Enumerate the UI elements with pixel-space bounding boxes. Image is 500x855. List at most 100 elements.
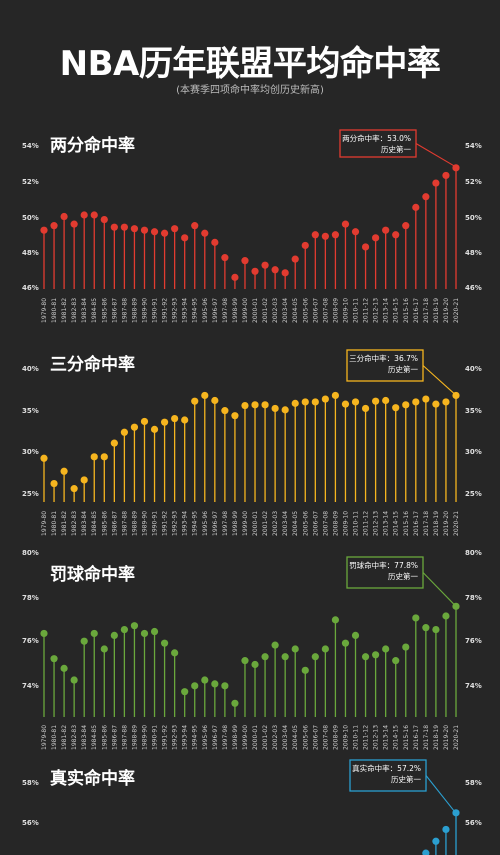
data-point — [311, 231, 319, 239]
record-annotation: 两分命中率：53.0%历史第一 — [339, 129, 417, 158]
data-point — [90, 453, 98, 461]
data-point — [201, 676, 209, 684]
record-annotation: 三分命中率：36.7%历史第一 — [346, 349, 424, 382]
data-point — [331, 616, 340, 624]
data-point — [100, 645, 108, 653]
data-point — [351, 631, 360, 640]
y-tick-label-left: 54% — [22, 142, 39, 150]
data-point — [261, 261, 269, 269]
data-point — [321, 645, 329, 653]
data-point — [402, 222, 410, 230]
x-tick-label: 2017-18 — [423, 298, 430, 323]
x-tick-label: 1991-92 — [162, 298, 169, 323]
data-point — [271, 404, 279, 413]
x-tick-label: 2014-15 — [393, 298, 400, 323]
x-tick-label: 1990-91 — [152, 511, 159, 536]
data-point — [452, 602, 460, 610]
x-tick-label: 2004-05 — [292, 725, 299, 750]
data-point — [432, 837, 440, 845]
x-tick-label: 2006-07 — [312, 725, 319, 750]
x-tick-label: 1984-85 — [91, 298, 98, 323]
x-tick-label: 2011-12 — [363, 725, 370, 750]
x-tick-label: 2014-15 — [393, 725, 400, 750]
y-tick-label-left: 50% — [22, 214, 39, 222]
y-tick-label-right: 76% — [465, 637, 482, 645]
chart-panel: 三分命中率 40% 40% 35% 35% 30% 30% 25% 25% 1979-80 1980… — [22, 349, 482, 536]
x-tick-label: 2009-10 — [342, 511, 349, 536]
data-point — [171, 649, 179, 657]
y-tick-label-left: 30% — [22, 448, 39, 456]
x-tick-label: 1984-85 — [91, 511, 98, 536]
x-tick-label: 2005-06 — [302, 298, 309, 323]
data-point — [341, 400, 350, 408]
x-tick-label: 1987-88 — [121, 298, 128, 323]
data-point — [301, 666, 309, 674]
annotation-subtext: 历史第一 — [388, 364, 418, 374]
x-tick-label: 1999-00 — [242, 511, 249, 536]
x-tick-label: 1996-97 — [212, 725, 219, 750]
x-tick-label: 1995-96 — [202, 725, 209, 750]
x-tick-label: 2012-13 — [373, 298, 380, 323]
data-point — [110, 223, 118, 231]
data-point — [422, 193, 430, 201]
x-tick-label: 2019-20 — [443, 298, 450, 323]
x-tick-label: 2016-17 — [413, 725, 420, 750]
x-tick-label: 1996-97 — [212, 298, 219, 323]
x-tick-label: 2018-19 — [433, 298, 440, 323]
x-tick-label: 1993-94 — [182, 511, 189, 536]
y-tick-label-left: 48% — [22, 249, 39, 257]
x-tick-label: 2007-08 — [322, 298, 329, 323]
x-tick-label: 1989-90 — [141, 511, 148, 536]
x-tick-label: 1986-87 — [111, 511, 118, 536]
x-tick-label: 1997-98 — [222, 511, 229, 536]
x-tick-label: 2007-08 — [322, 725, 329, 750]
data-point — [60, 664, 68, 672]
data-point — [60, 467, 68, 475]
x-tick-label: 1998-99 — [232, 725, 239, 750]
data-point — [100, 453, 108, 461]
x-tick-label: 1979-80 — [41, 511, 48, 536]
x-tick-label: 1989-90 — [141, 298, 148, 323]
data-point — [120, 625, 128, 634]
data-point — [211, 238, 219, 246]
x-tick-label: 2015-16 — [403, 725, 410, 750]
data-point — [361, 404, 370, 413]
x-tick-label: 2002-03 — [272, 511, 279, 536]
data-point — [412, 203, 420, 211]
data-point — [201, 391, 209, 400]
x-tick-label: 1990-91 — [152, 725, 159, 750]
x-tick-label: 1989-90 — [141, 725, 148, 750]
data-point — [422, 395, 430, 403]
x-tick-label: 1991-92 — [162, 725, 169, 750]
data-point — [452, 809, 460, 817]
data-point — [321, 395, 329, 403]
data-point — [181, 234, 189, 242]
y-tick-label-left: 76% — [22, 637, 39, 645]
annotation-connector — [425, 775, 455, 812]
x-tick-label: 1997-98 — [222, 725, 229, 750]
y-tick-label-right: 56% — [465, 819, 482, 827]
y-tick-label-left: 40% — [22, 365, 39, 373]
y-tick-label-left: 74% — [22, 682, 39, 690]
x-tick-label: 1979-80 — [41, 725, 48, 750]
data-point — [221, 682, 229, 690]
data-point — [40, 629, 48, 638]
data-point — [70, 220, 78, 228]
record-annotation: 真实命中率：57.2%历史第一 — [349, 759, 427, 792]
x-tick-label: 1984-85 — [91, 725, 98, 750]
y-tick-label-right: 25% — [465, 490, 482, 498]
x-tick-label: 1988-89 — [131, 725, 138, 750]
x-tick-label: 1995-96 — [202, 511, 209, 536]
x-tick-label: 2019-20 — [443, 511, 450, 536]
data-point — [80, 476, 88, 484]
x-tick-label: 1983-84 — [81, 511, 88, 536]
y-tick-label-right: 35% — [465, 407, 482, 415]
x-tick-label: 2003-04 — [282, 511, 289, 536]
x-tick-label: 2019-20 — [443, 725, 450, 750]
data-point — [110, 439, 118, 447]
data-point — [291, 399, 299, 407]
x-tick-label: 1999-00 — [242, 298, 249, 323]
x-tick-label: 2010-11 — [353, 725, 360, 750]
x-tick-label: 1982-83 — [71, 511, 78, 536]
